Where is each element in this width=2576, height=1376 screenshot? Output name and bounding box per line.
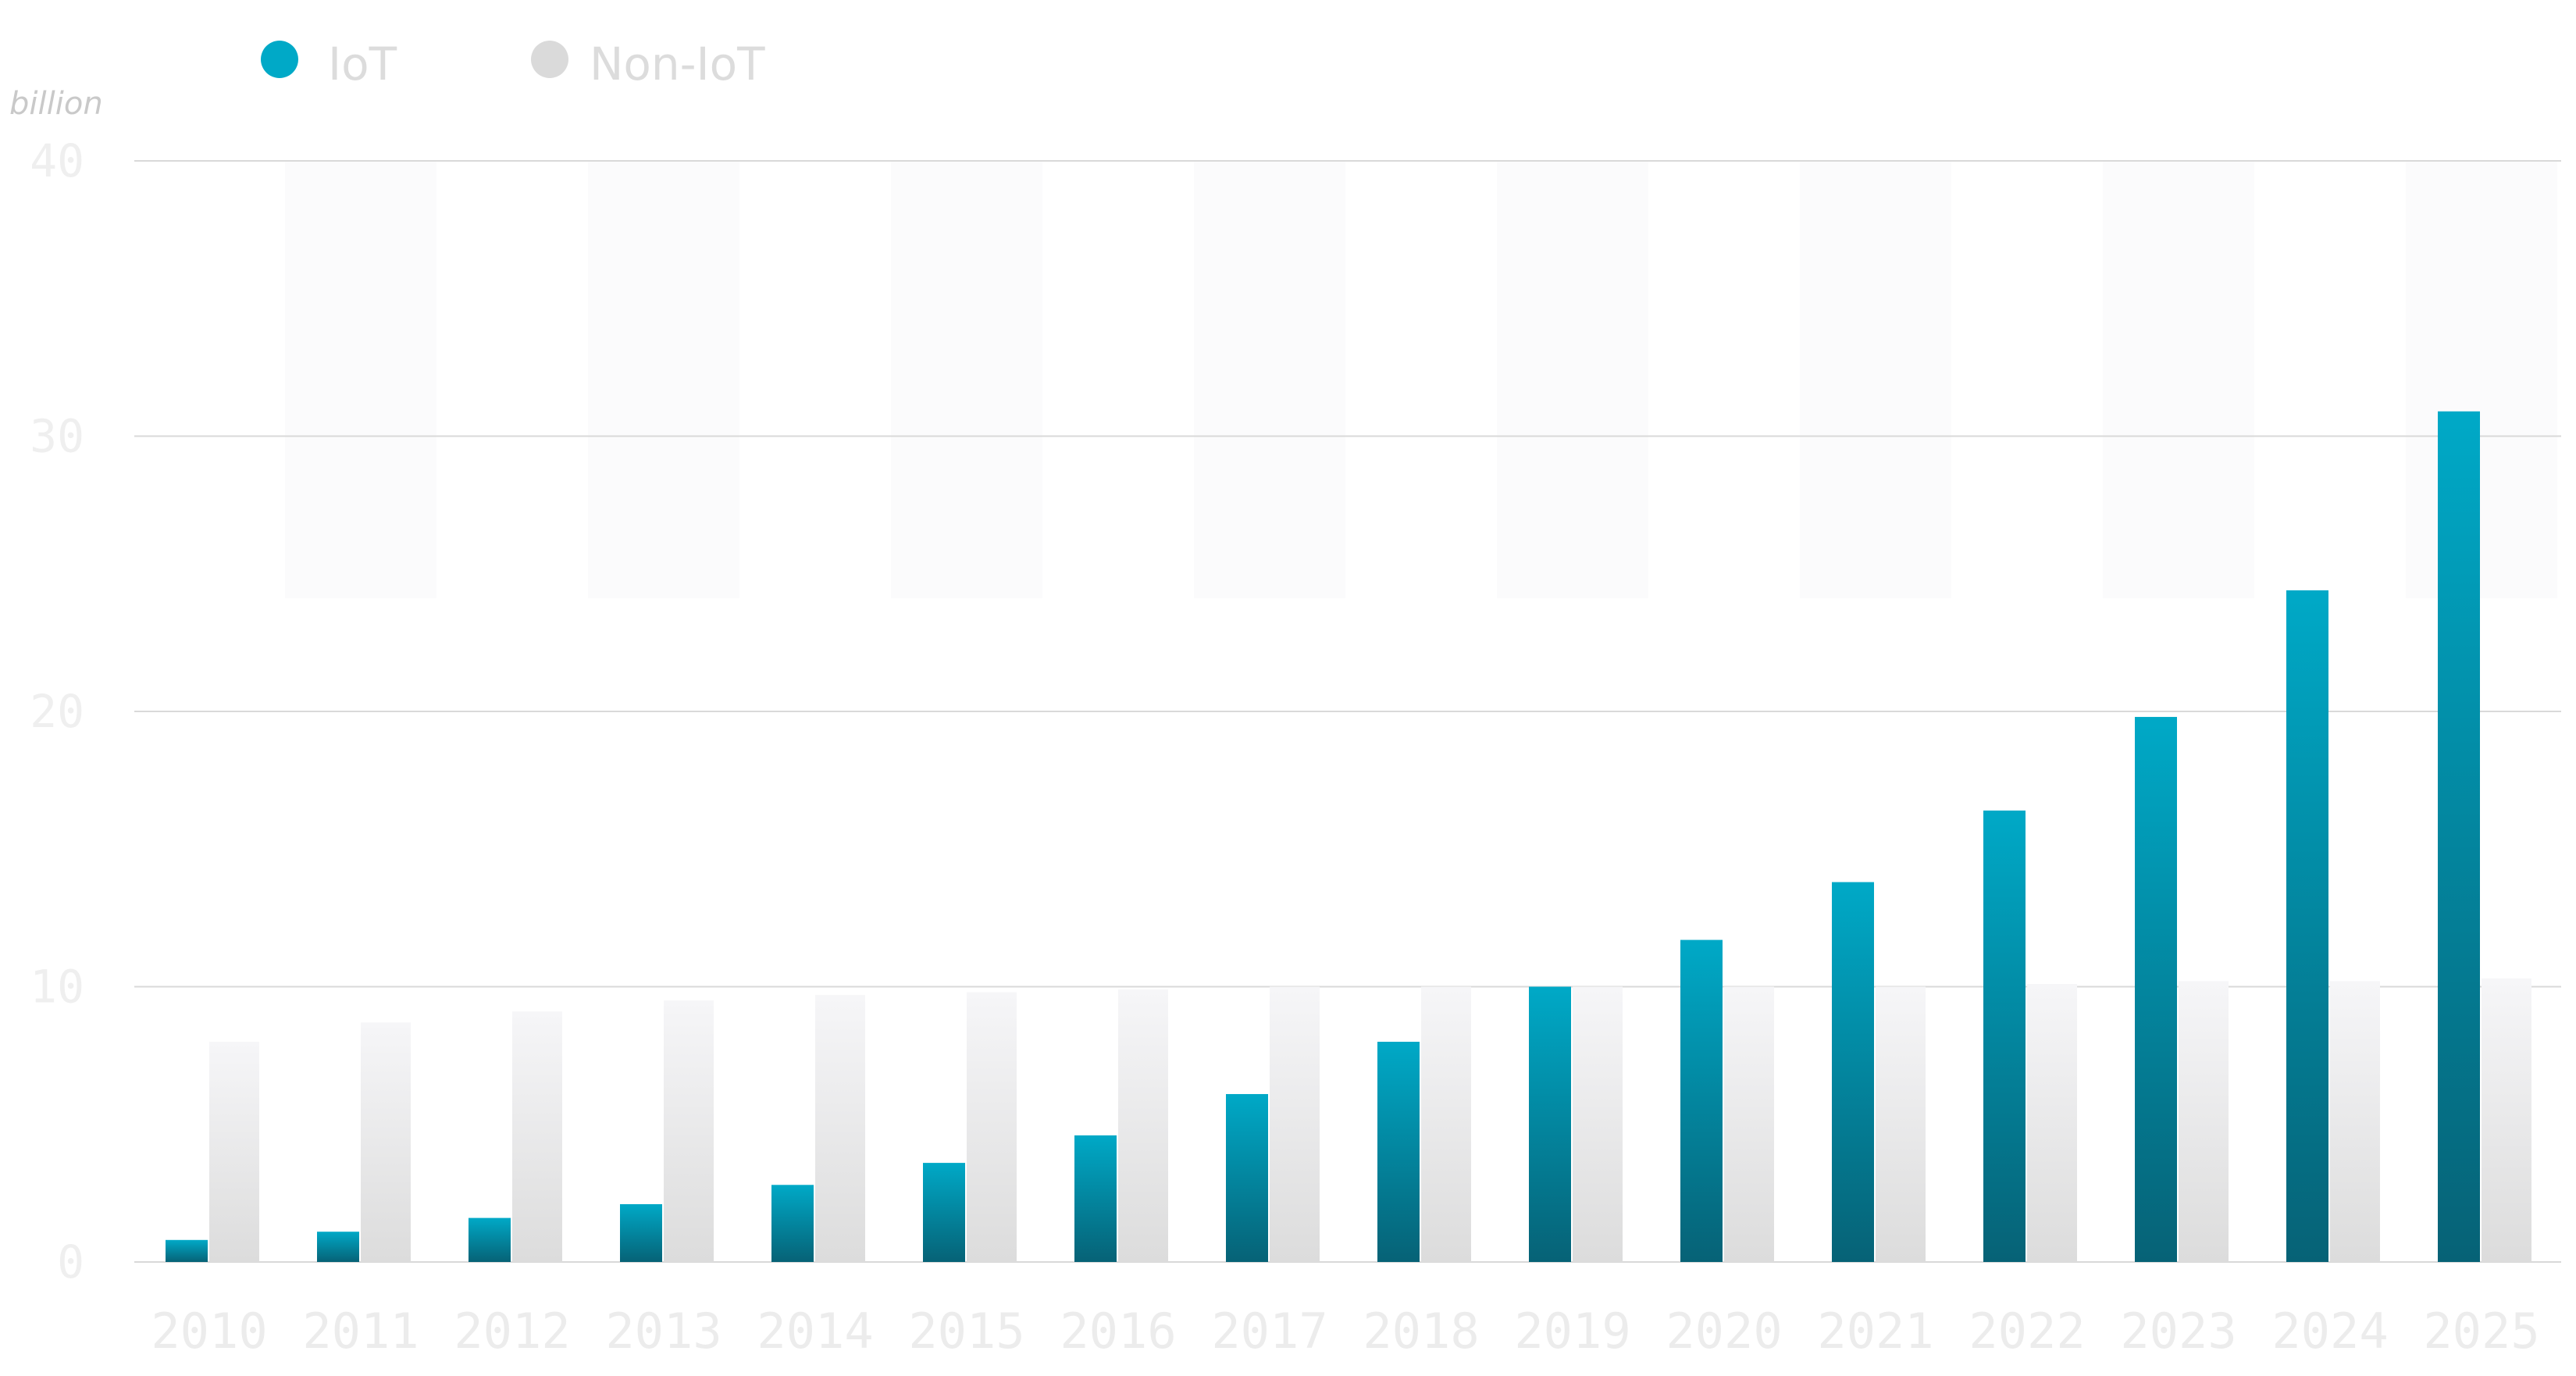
bar-non-iot-2011[interactable]: [361, 1022, 411, 1262]
bar-iot-2016[interactable]: [1074, 1135, 1117, 1262]
y-tick-label: 30: [30, 410, 84, 463]
bar-non-iot-2022[interactable]: [2027, 983, 2077, 1262]
x-tick-label: 2015: [908, 1303, 1024, 1360]
bar-iot-2010[interactable]: [166, 1239, 208, 1262]
x-tick-label: 2022: [1969, 1303, 2085, 1360]
x-tick-label: 2014: [757, 1303, 873, 1360]
bar-non-iot-2010[interactable]: [209, 1042, 259, 1262]
legend: IoT Non-IoT: [261, 37, 765, 91]
background-band: [588, 161, 739, 598]
x-tick-label: 2018: [1363, 1303, 1479, 1360]
x-tick-label: 2011: [302, 1303, 419, 1360]
bar-iot-2021[interactable]: [1832, 882, 1874, 1262]
x-tick-label: 2021: [1817, 1303, 1933, 1360]
bar-iot-2020[interactable]: [1680, 939, 1723, 1262]
x-tick-label: 2017: [1211, 1303, 1327, 1360]
bar-non-iot-2020[interactable]: [1724, 986, 1774, 1263]
bar-iot-2018[interactable]: [1377, 1042, 1420, 1262]
x-tick-label: 2010: [151, 1303, 267, 1360]
background-band: [285, 161, 436, 598]
bar-non-iot-2023[interactable]: [2179, 981, 2229, 1262]
bar-iot-2015[interactable]: [923, 1163, 965, 1262]
bar-non-iot-2012[interactable]: [512, 1011, 562, 1262]
bar-iot-2024[interactable]: [2286, 590, 2328, 1262]
bar-iot-2017[interactable]: [1226, 1093, 1268, 1262]
background-bands: [285, 161, 2557, 598]
non-iot-legend-circle-icon: [531, 41, 568, 78]
x-tick-label: 2016: [1060, 1303, 1176, 1360]
x-tick-label: 2023: [2120, 1303, 2236, 1360]
y-tick-label: 0: [57, 1235, 84, 1289]
bar-non-iot-2014[interactable]: [815, 995, 865, 1262]
bar-iot-2022[interactable]: [1983, 810, 2026, 1262]
bar-iot-2012[interactable]: [469, 1217, 511, 1262]
bar-non-iot-2016[interactable]: [1118, 989, 1168, 1262]
x-tick-label: 2024: [2271, 1303, 2388, 1360]
bar-iot-2013[interactable]: [620, 1203, 662, 1262]
y-axis-unit-label: billion: [9, 86, 103, 122]
bar-non-iot-2021[interactable]: [1876, 986, 1926, 1263]
x-tick-label: 2013: [605, 1303, 721, 1360]
background-band: [1497, 161, 1648, 598]
x-tick-label: 2019: [1514, 1303, 1630, 1360]
bar-non-iot-2024[interactable]: [2330, 981, 2380, 1262]
legend-label-non-iot: Non-IoT: [590, 37, 765, 91]
x-tick-label: 2012: [454, 1303, 570, 1360]
bar-iot-2014[interactable]: [771, 1185, 814, 1262]
y-tick-label: 20: [30, 685, 84, 738]
bars-group: [166, 411, 2531, 1263]
legend-item-non-iot[interactable]: Non-IoT: [531, 37, 765, 91]
background-band: [2103, 161, 2254, 598]
bar-iot-2019[interactable]: [1529, 986, 1571, 1263]
y-tick-label: 40: [30, 134, 84, 187]
background-band: [891, 161, 1042, 598]
bar-non-iot-2013[interactable]: [664, 1000, 714, 1262]
bar-iot-2023[interactable]: [2135, 717, 2177, 1262]
iot-legend-circle-icon: [261, 41, 298, 78]
bar-iot-2011[interactable]: [317, 1232, 359, 1262]
background-band: [2406, 161, 2557, 598]
y-tick-label: 10: [30, 961, 84, 1014]
background-band: [1800, 161, 1951, 598]
bar-iot-2025[interactable]: [2438, 411, 2480, 1262]
bar-non-iot-2017[interactable]: [1270, 986, 1320, 1263]
x-tick-label: 2020: [1666, 1303, 1782, 1360]
bar-non-iot-2018[interactable]: [1421, 986, 1471, 1263]
y-axis-ticks: 0 10 20 30 40: [30, 134, 84, 1289]
bar-non-iot-2019[interactable]: [1573, 986, 1623, 1263]
bar-non-iot-2025[interactable]: [2482, 978, 2531, 1262]
background-band: [1194, 161, 1345, 598]
bar-non-iot-2015[interactable]: [967, 992, 1017, 1262]
legend-item-iot[interactable]: IoT: [261, 37, 397, 91]
x-tick-label: 2025: [2423, 1303, 2539, 1360]
legend-label-iot: IoT: [328, 37, 397, 91]
x-axis-ticks: 2010 2011 2012 2013 2014 2015 2016 2017 2018 2019…: [151, 1303, 2539, 1360]
